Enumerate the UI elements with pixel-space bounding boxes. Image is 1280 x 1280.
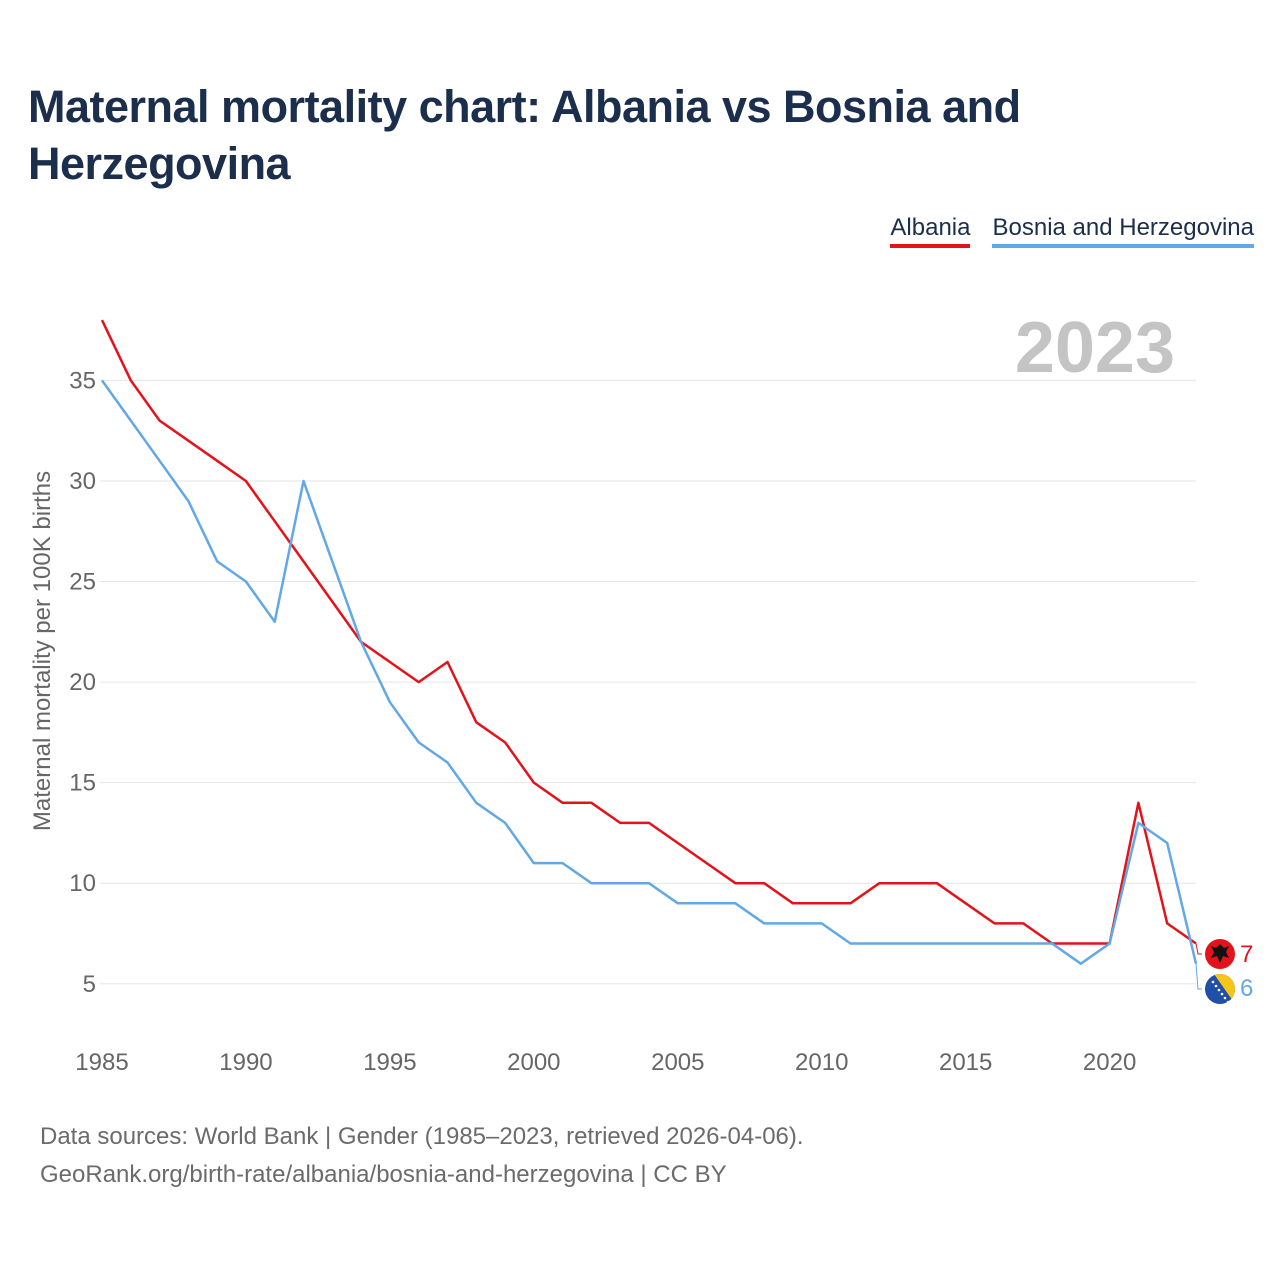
year-watermark: 2023 <box>1015 308 1175 388</box>
x-tick-label-2020: 2020 <box>1083 1049 1136 1076</box>
end-markers: 7 6 <box>1205 939 1253 1004</box>
y-tick-label-20: 20 <box>69 669 96 696</box>
y-tick-label-10: 10 <box>69 870 96 897</box>
series-line-bosnia-and-herzegovina <box>100 379 1198 965</box>
source-url-text[interactable]: GeoRank.org/birth-rate/albania/bosnia-an… <box>40 1161 727 1188</box>
albania-flag-icon <box>1205 939 1235 969</box>
x-tick-label-2005: 2005 <box>651 1049 704 1076</box>
y-tick-label-30: 30 <box>69 468 96 495</box>
x-tick-label-1990: 1990 <box>219 1049 272 1076</box>
end-connector-bosnia-and-herzegovina <box>1195 963 1202 990</box>
bosnia-end-value: 6 <box>1240 975 1253 1002</box>
footer: Data sources: World Bank | Gender (1985–… <box>40 1118 804 1194</box>
x-tick-label-1995: 1995 <box>363 1049 416 1076</box>
chart-title: Maternal mortality chart: Albania vs Bos… <box>28 81 1021 189</box>
series-lines <box>100 319 1202 990</box>
x-axis: 1985 1990 1995 2000 2005 2010 2015 2020 <box>75 1049 1136 1076</box>
x-tick-label-1985: 1985 <box>75 1049 128 1076</box>
y-axis-label: Maternal mortality per 100K births <box>29 471 56 831</box>
y-axis: 5 10 15 20 25 30 35 <box>69 367 96 997</box>
line-chart: 5 10 15 20 25 30 35 1985 1990 1995 2000 2005 2010 20… <box>29 308 1253 1076</box>
legend-item-bosnia-and-herzegovina[interactable]: Bosnia and Herzegovina <box>992 214 1254 248</box>
y-tick-label-25: 25 <box>69 569 96 596</box>
legend-item-albania[interactable]: Albania <box>890 214 971 248</box>
end-connector-albania <box>1195 943 1202 955</box>
y-tick-label-5: 5 <box>83 971 96 998</box>
x-tick-label-2000: 2000 <box>507 1049 560 1076</box>
bosnia-flag-icon <box>1205 974 1235 1004</box>
y-tick-label-15: 15 <box>69 770 96 797</box>
grid-lines <box>100 379 1196 985</box>
albania-end-value: 7 <box>1240 941 1253 968</box>
x-tick-label-2015: 2015 <box>939 1049 992 1076</box>
legend: Albania Bosnia and Herzegovina <box>890 214 1254 248</box>
x-tick-label-2010: 2010 <box>795 1049 848 1076</box>
series-line-albania <box>100 319 1197 945</box>
y-tick-label-35: 35 <box>69 367 96 394</box>
data-source-text: Data sources: World Bank | Gender (1985–… <box>40 1123 804 1150</box>
